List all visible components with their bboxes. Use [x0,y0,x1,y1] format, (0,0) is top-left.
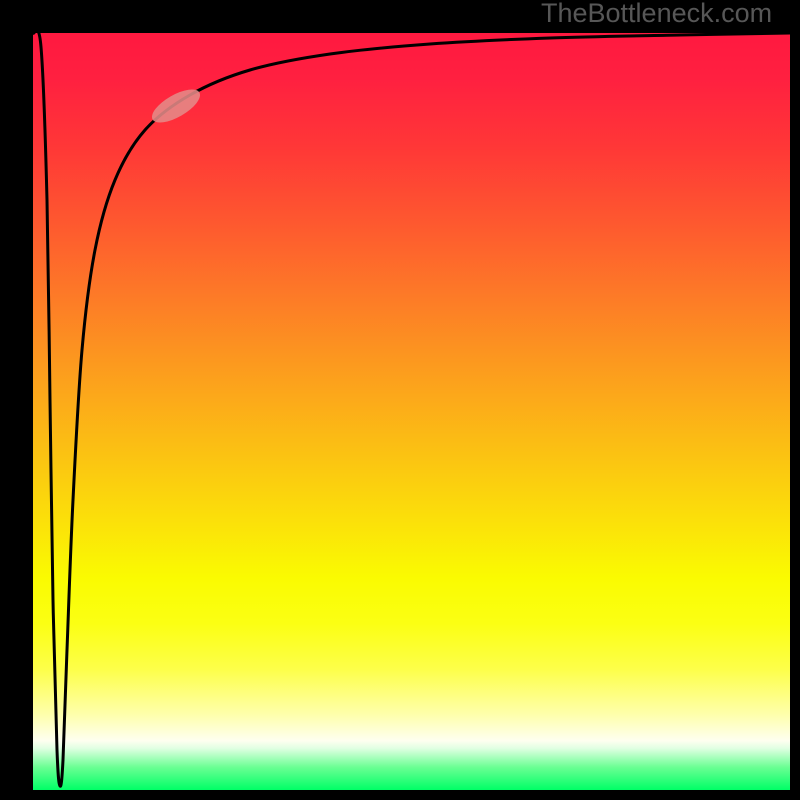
chart-canvas: TheBottleneck.com [0,0,800,800]
plot-svg [33,33,790,790]
watermark-text: TheBottleneck.com [541,0,772,29]
gradient-background [33,33,790,790]
plot-area [33,33,790,790]
